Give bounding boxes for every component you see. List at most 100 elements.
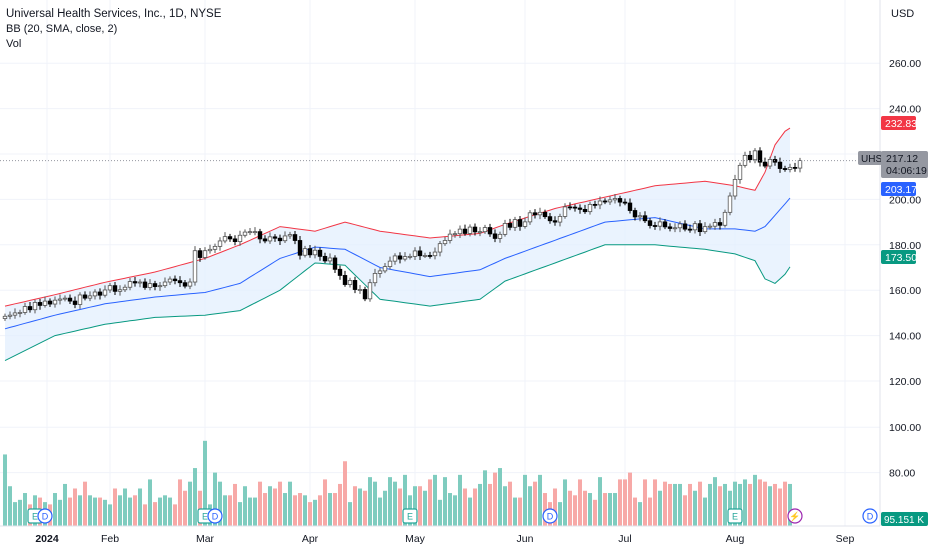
candle-body — [692, 223, 698, 231]
event-marker-label: E — [202, 512, 208, 522]
volume-bar — [518, 497, 522, 526]
candle-body — [337, 268, 343, 276]
volume-bar — [783, 481, 787, 526]
volume-bar — [308, 502, 312, 526]
volume-bar — [458, 474, 462, 526]
candle-body — [662, 221, 668, 228]
candle-body — [327, 257, 333, 262]
candle-body — [272, 236, 278, 239]
candle-body — [357, 289, 363, 291]
chart-legend: Universal Health Services, Inc., 1D, NYS… — [6, 7, 221, 52]
candle-body — [187, 281, 193, 287]
price-axis[interactable]: 260.00240.00220.00200.00180.00160.00140.… — [889, 58, 921, 479]
candle-body — [147, 283, 153, 288]
currency-label[interactable]: USD — [891, 8, 915, 20]
candle-body — [502, 223, 508, 235]
price-axis-label: 120.00 — [889, 376, 921, 388]
bollinger-indicator-label[interactable]: BB (20, SMA, close, 2) — [6, 23, 118, 35]
candle-body — [552, 220, 558, 223]
candle-body — [707, 225, 713, 228]
volume-bar — [133, 495, 137, 526]
volume-bar — [403, 474, 407, 526]
time-axis-label: Sep — [836, 533, 855, 545]
volume-bar — [788, 483, 792, 526]
dividend-marker — [862, 508, 878, 524]
volume-bar — [573, 495, 577, 526]
volume-bar — [253, 497, 257, 526]
candle-body — [292, 234, 298, 241]
volume-bar — [708, 483, 712, 526]
price-axis-label: 160.00 — [889, 285, 921, 297]
candle-body — [52, 299, 58, 305]
time-axis-label: Aug — [726, 533, 745, 545]
candle-body — [342, 275, 348, 285]
candle-body — [12, 312, 18, 316]
volume-bar — [563, 479, 567, 526]
candle-body — [237, 234, 243, 243]
candle-body — [267, 236, 273, 242]
volume-bar — [123, 488, 127, 526]
candle-body — [62, 297, 68, 300]
candle-body — [252, 231, 258, 234]
candle-body — [537, 211, 543, 216]
volume-bar — [513, 497, 517, 526]
time-axis-label: Apr — [302, 533, 319, 545]
candle-body — [372, 273, 378, 284]
event-markers: E D E D E D E ⚡ D — [27, 508, 878, 524]
volume-bar — [313, 499, 317, 526]
volume-bar — [8, 486, 12, 526]
price-axis-label: 80.00 — [889, 468, 915, 480]
candle-body — [387, 260, 393, 267]
price-axis-label: 200.00 — [889, 194, 921, 206]
volume-bar — [693, 490, 697, 526]
candle-body — [752, 150, 758, 161]
volume-bar — [713, 477, 717, 526]
candle-body — [602, 200, 608, 203]
volume-badge-text: 95.151 K — [884, 515, 924, 526]
volume-bar — [483, 470, 487, 526]
candle-body — [362, 289, 368, 300]
candle-body — [517, 219, 523, 227]
candle-body — [557, 216, 563, 223]
time-axis[interactable]: 2024 Feb Mar Apr May Jun Jul Aug Sep — [35, 533, 854, 545]
volume-bar — [763, 481, 767, 526]
volume-bar — [738, 483, 742, 526]
symbol-title[interactable]: Universal Health Services, Inc., 1D, NYS… — [6, 8, 222, 20]
volume-bar — [68, 497, 72, 526]
bb-basis-badge-bg — [881, 182, 916, 196]
candle-body — [712, 222, 718, 227]
candle-body — [72, 300, 78, 305]
candle-body — [532, 212, 538, 216]
volume-bar — [138, 488, 142, 526]
volume-bar — [78, 495, 82, 526]
candle-body — [207, 248, 213, 252]
candle-body — [322, 255, 328, 262]
volume-bar — [733, 481, 737, 526]
volume-bar — [58, 499, 62, 526]
volume-bar — [723, 483, 727, 526]
candle-body — [587, 203, 593, 213]
volume-bar — [393, 481, 397, 526]
candle-body — [127, 281, 133, 288]
candle-body — [787, 166, 793, 170]
volume-bar — [673, 483, 677, 526]
volume-bar — [388, 477, 392, 526]
candle-body — [37, 302, 43, 306]
candle-body — [377, 270, 383, 274]
candle-body — [102, 289, 108, 296]
volume-bar — [443, 477, 447, 526]
volume-bar — [158, 497, 162, 526]
volume-bar — [178, 479, 182, 526]
price-axis-label: 240.00 — [889, 104, 921, 116]
volume-bar — [423, 490, 427, 526]
volume-bar — [298, 493, 302, 526]
symbol-badge-text: UHS — [861, 154, 882, 165]
volume-bar — [683, 495, 687, 526]
volume-bar — [378, 497, 382, 526]
candle-body — [392, 255, 398, 262]
volume-bar — [668, 483, 672, 526]
candle-body — [172, 278, 178, 282]
volume-indicator-label[interactable]: Vol — [6, 38, 22, 50]
volume-bar — [658, 490, 662, 526]
